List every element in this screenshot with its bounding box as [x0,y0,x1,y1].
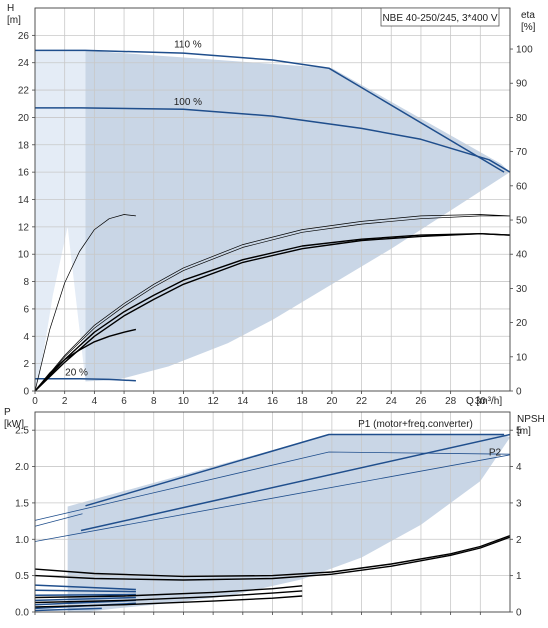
x-tick-label: 30 [475,396,487,407]
y-tick-label: 0 [23,387,29,398]
x-tick-label: 22 [356,396,368,407]
power-npsh-panel: 0.0 0.5 1.0 1.5 2.0 2.5 0 1 2 3 4 5 P[kW] NPSH[m] P1 (… [4,407,545,619]
y2-tick-label: 0 [516,387,522,398]
y-tick-label: 1.0 [15,535,29,546]
y-tick-label: 12 [18,222,30,233]
series-line [34,233,511,392]
low-speed-region [35,50,86,392]
x-tick-label: 8 [151,396,157,407]
series-line [35,49,505,173]
x-tick-label: 4 [92,396,98,407]
y2-tick-label: 3 [516,498,522,509]
y-tick-label: 2.0 [15,462,29,473]
y-tick-label: 1.5 [15,498,29,509]
chart-title: NBE 40-250/245, 3*400 V [382,13,497,24]
y-tick-label: 0.5 [15,571,29,582]
y-tick-label: 0.0 [15,608,29,619]
series-line [34,596,136,602]
series-line [34,214,136,392]
series-line [80,433,511,532]
y2-tick-label: 90 [516,79,528,90]
x-tick-label: 28 [445,396,457,407]
y-tick-label: 24 [18,58,30,69]
series-line [34,595,303,608]
x-tick-label: 2 [62,396,68,407]
y2-tick-label: 1 [516,571,522,582]
y-tick-label: 10 [18,250,30,261]
x-tick-label: 20 [326,396,338,407]
x-axis-label: Q [m³/h] [466,396,502,407]
curve-annotation: 110 % [174,39,202,50]
x-tick-label: 12 [208,396,220,407]
series-line [34,593,136,597]
series-line [35,107,511,173]
series-line [34,215,510,392]
y-tick-label: 2 [23,359,29,370]
title-box-frame [380,7,500,27]
series-line [34,607,102,612]
x-tick-label: 14 [237,396,249,407]
y2-axis-label: NPSH [517,414,545,425]
y2-axis-label: eta [521,10,535,21]
y-tick-label: 18 [18,140,30,151]
series-line [34,328,137,392]
operating-region [85,50,510,382]
y2-tick-label: 4 [516,462,522,473]
y-tick-label: 4 [23,332,29,343]
curve-annotation: P2 [489,448,502,459]
series-line [34,513,83,527]
y-tick-label: 20 [18,113,30,124]
y2-tick-label: 70 [516,147,528,158]
y-tick-label: 26 [18,31,30,42]
y2-tick-label: 60 [516,181,528,192]
series-line [34,590,303,604]
x-tick-label: 18 [297,396,309,407]
y2-tick-label: 20 [516,318,528,329]
series-line [34,536,511,581]
y-tick-label: 14 [18,195,30,206]
y2-tick-label: 40 [516,250,528,261]
series-line [34,454,511,542]
y2-tick-label: 2 [516,535,522,546]
series-line [85,433,505,507]
x-tick-label: 26 [415,396,427,407]
series-line [34,534,511,578]
series-line [34,589,136,593]
series-line [34,233,511,392]
series-line [35,377,136,382]
y-tick-label: 16 [18,168,30,179]
y2-tick-label: 50 [516,216,528,227]
y2-axis-label: [m] [517,426,531,437]
y-axis-label: H [7,3,14,14]
chart-title-box: NBE 40-250/245, 3*400 V [380,7,500,27]
series-line [34,451,511,521]
y2-tick-label: 5 [516,426,522,437]
y-axis-label: [m] [7,15,21,26]
curve-annotation: 100 % [174,97,202,108]
curve-annotation: P1 (motor+freq.converter) [358,419,473,430]
x-tick-label: 0 [32,396,38,407]
y-tick-label: 8 [23,277,29,288]
head-efficiency-panel: 0246810121416182022242601020304050607080… [7,3,536,407]
y2-tick-label: 10 [516,352,528,363]
y-axis-label: P [4,407,11,418]
x-tick-label: 6 [121,396,127,407]
y2-tick-label: 80 [516,113,528,124]
curve-annotation: 20 % [65,368,88,379]
y2-tick-label: 0 [516,608,522,619]
y-tick-label: 2.5 [15,426,29,437]
x-tick-label: 16 [267,396,279,407]
y2-axis-label: [%] [521,22,536,33]
y-tick-label: 6 [23,304,29,315]
x-tick-label: 10 [178,396,190,407]
y2-tick-label: 100 [516,45,533,56]
x-tick-label: 24 [386,396,398,407]
y-tick-label: 22 [18,86,30,97]
series-line [34,214,511,392]
series-line [34,584,136,591]
series-line [34,585,303,599]
y2-tick-label: 30 [516,284,528,295]
y-axis-label: [kW] [4,419,24,430]
